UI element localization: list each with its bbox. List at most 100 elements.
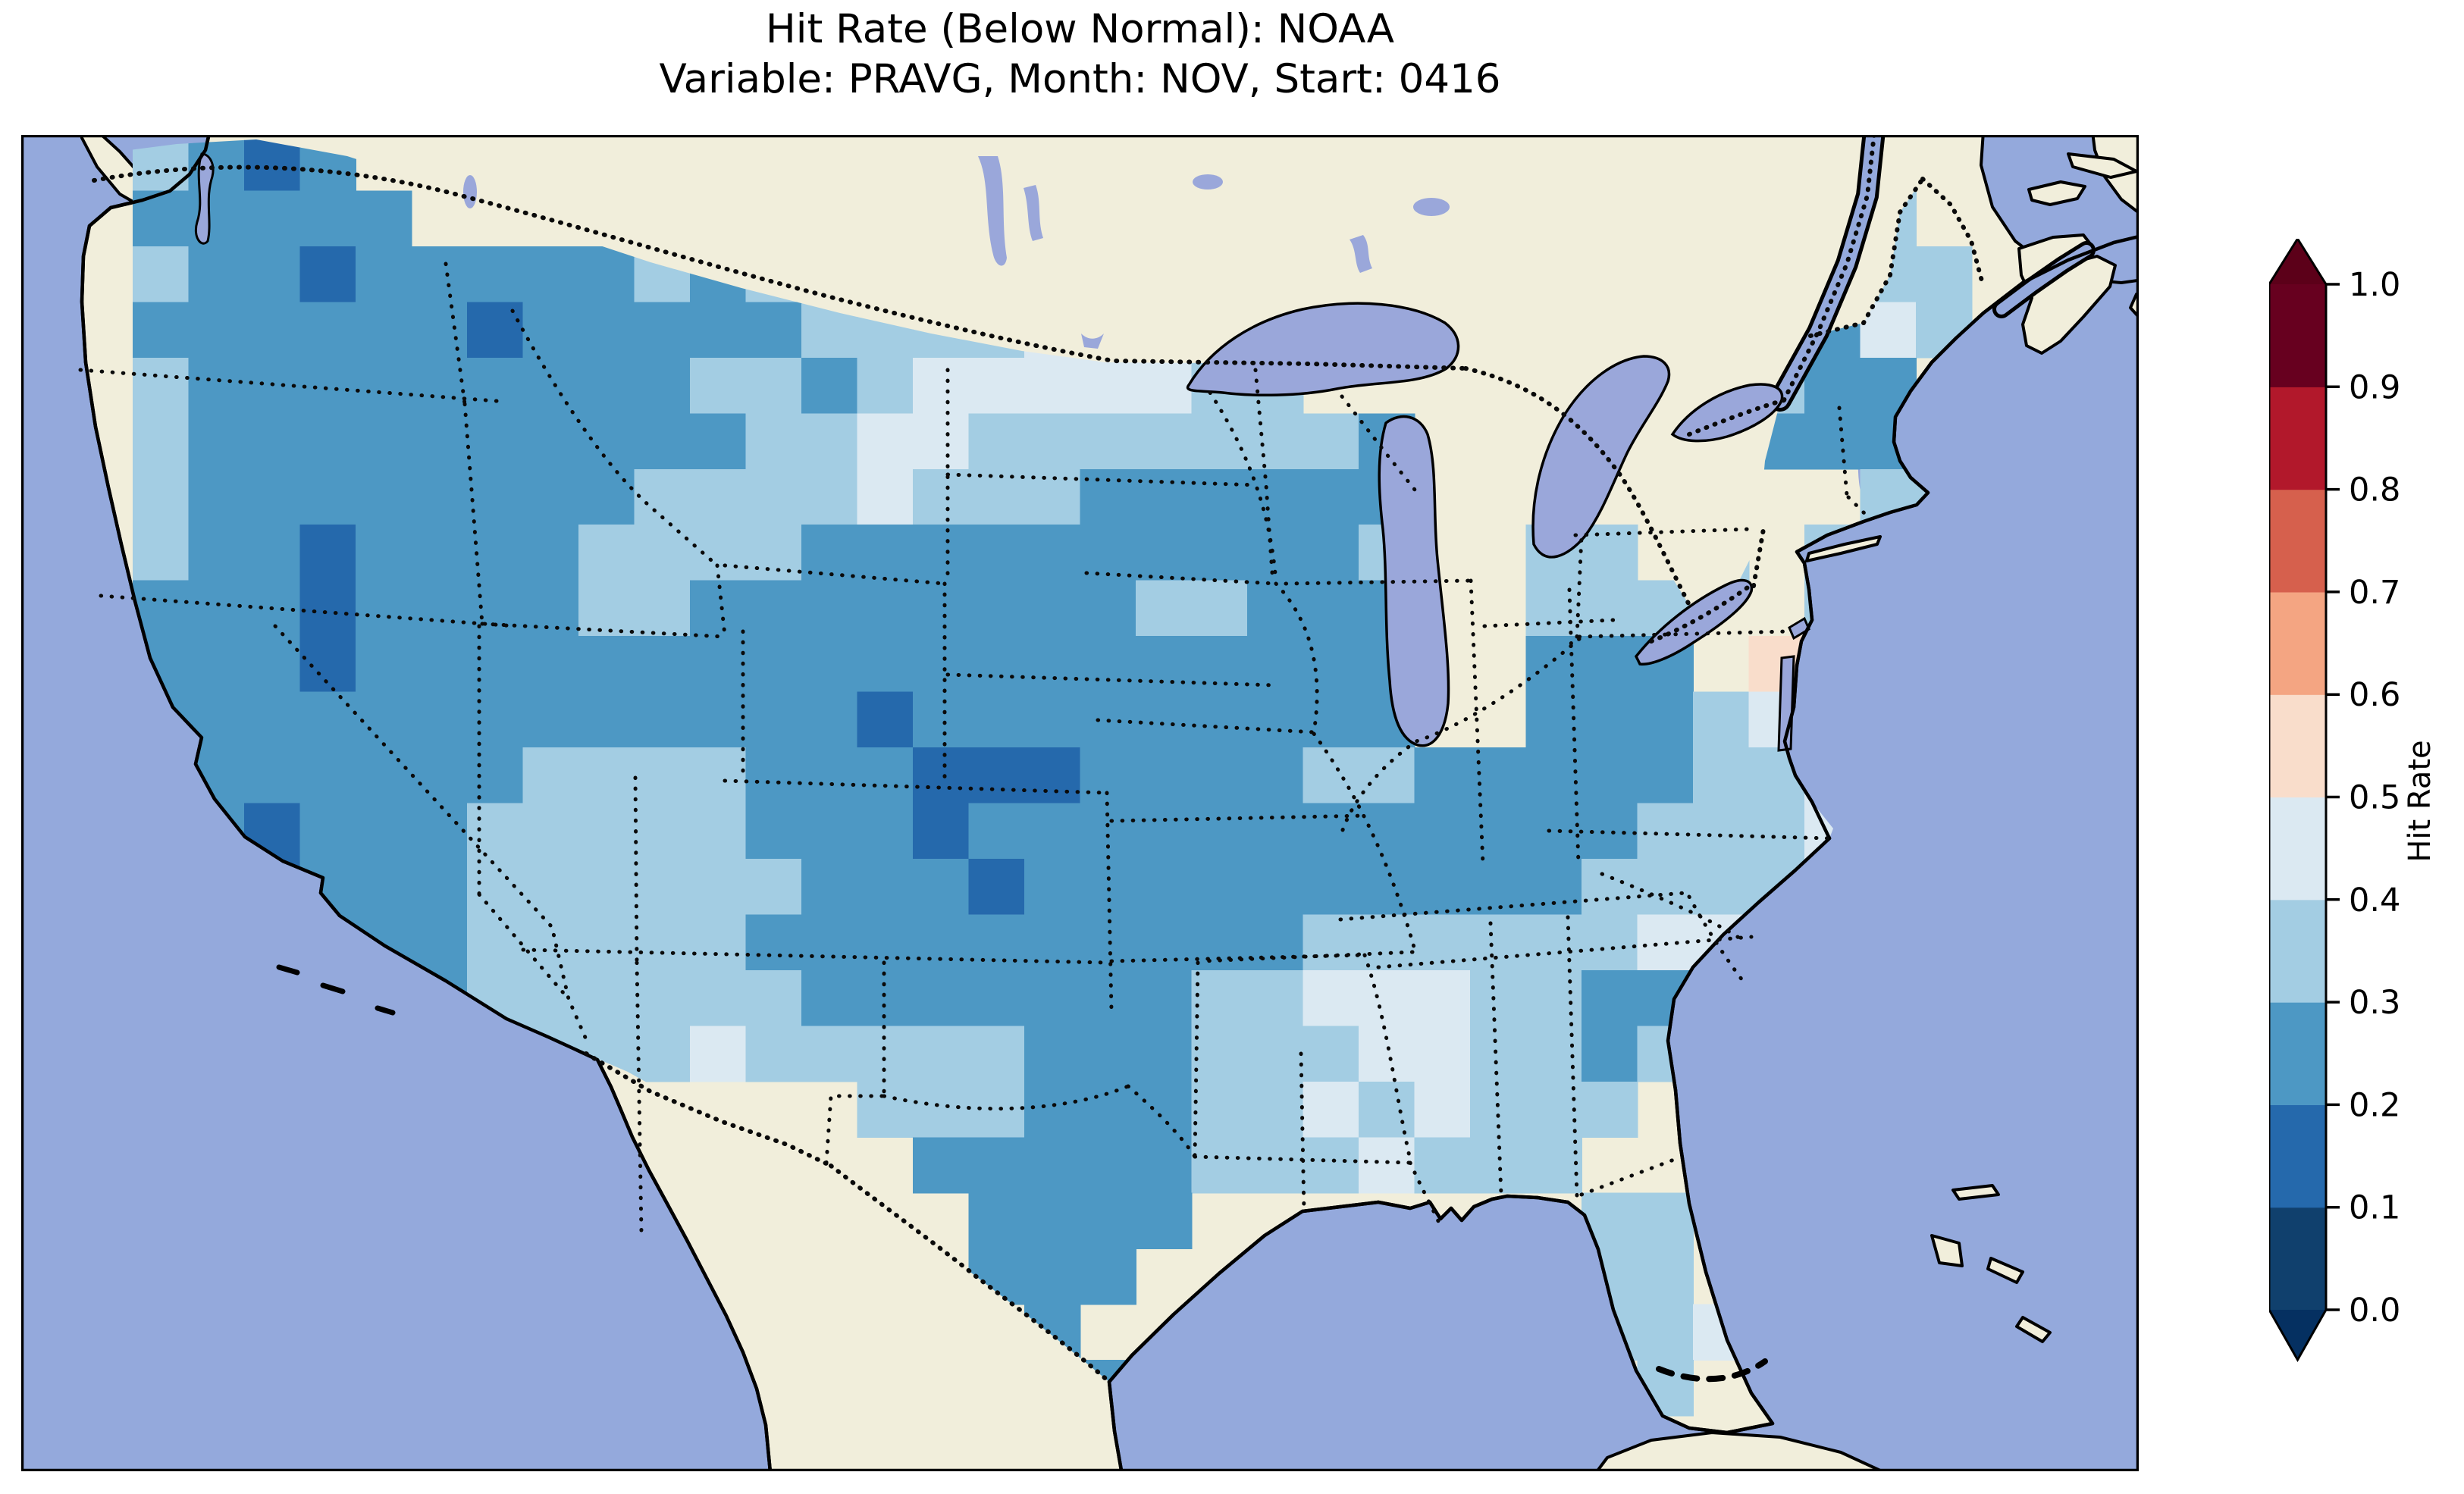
hit-rate-cell — [969, 636, 1025, 692]
hit-rate-cell — [1638, 1305, 1694, 1361]
hit-rate-cell — [467, 803, 523, 860]
hit-rate-cell — [913, 859, 969, 915]
colorbar-svg: 1.00.90.80.70.60.50.40.30.20.10.0 Hit Ra… — [2269, 239, 2459, 1376]
hit-rate-cell — [412, 914, 468, 970]
hit-rate-cell — [300, 803, 356, 860]
hit-rate-cell — [969, 692, 1025, 748]
hit-rate-cell — [913, 970, 969, 1026]
hit-rate-cell — [1080, 413, 1136, 469]
hit-rate-cell — [690, 692, 746, 748]
hit-rate-cell — [133, 413, 189, 469]
hit-rate-cell — [1136, 581, 1192, 637]
hit-rate-cell — [356, 246, 412, 302]
hit-rate-cell — [300, 692, 356, 748]
hit-rate-cell — [1303, 1026, 1359, 1082]
hit-rate-cell — [1526, 581, 1582, 637]
hit-rate-cell — [1303, 581, 1359, 637]
hit-rate-cell — [635, 413, 691, 469]
colorbar-segment-0.4-0.5 — [2269, 797, 2326, 900]
hit-rate-cell — [1916, 246, 1972, 302]
hit-rate-cell — [1582, 636, 1638, 692]
hit-rate-cell — [300, 636, 356, 692]
hit-rate-cell — [635, 1026, 691, 1082]
hit-rate-cell — [690, 803, 746, 860]
hit-rate-cell — [523, 302, 579, 358]
hit-rate-cell — [1359, 859, 1415, 915]
colorbar-tick-label: 1.0 — [2349, 266, 2400, 304]
hit-rate-cell — [1303, 469, 1359, 525]
hit-rate-cell — [635, 859, 691, 915]
hit-rate-cell — [244, 413, 300, 469]
hit-rate-cell — [1192, 469, 1248, 525]
hit-rate-cell — [1470, 914, 1526, 970]
hit-rate-cell — [1582, 859, 1638, 915]
hit-rate-cell — [412, 302, 468, 358]
colorbar-under-arrow — [2269, 1310, 2326, 1360]
hit-rate-cell — [801, 413, 857, 469]
hit-rate-cell — [578, 246, 635, 302]
hit-rate-cell — [1247, 914, 1303, 970]
hit-rate-cell — [467, 914, 523, 970]
hit-rate-cell — [523, 525, 579, 581]
hit-rate-cell — [969, 581, 1025, 637]
hit-rate-cell — [244, 246, 300, 302]
hit-rate-cell — [801, 803, 857, 860]
hit-rate-cell — [1470, 1082, 1526, 1138]
hit-rate-cell — [300, 469, 356, 525]
colorbar-tick-label: 0.8 — [2349, 471, 2400, 509]
hit-rate-cell — [1080, 358, 1136, 414]
hit-rate-cell — [1136, 803, 1192, 860]
hit-rate-cell — [578, 803, 635, 860]
hit-rate-cell — [189, 358, 245, 414]
hit-rate-cell — [801, 859, 857, 915]
hit-rate-cell — [690, 636, 746, 692]
hit-rate-cell — [1303, 914, 1359, 970]
hit-rate-cell — [578, 413, 635, 469]
colorbar-ticks: 1.00.90.80.70.60.50.40.30.20.10.0 — [2326, 266, 2400, 1330]
hit-rate-cell — [1247, 469, 1303, 525]
hit-rate-cell — [1303, 692, 1359, 748]
hit-rate-cell — [1136, 413, 1192, 469]
colorbar-tick-label: 0.1 — [2349, 1189, 2400, 1227]
hit-rate-cell — [913, 747, 969, 803]
colorbar-segment-0.7-0.8 — [2269, 490, 2326, 593]
hit-rate-cell — [1247, 413, 1303, 469]
hit-rate-cell — [1136, 859, 1192, 915]
hit-rate-cell — [578, 692, 635, 748]
hit-rate-cell — [133, 469, 189, 525]
hit-rate-cell — [1638, 747, 1694, 803]
hit-rate-cell — [857, 859, 914, 915]
hit-rate-cell — [523, 859, 579, 915]
hit-rate-cell — [1359, 970, 1415, 1026]
hit-rate-cell — [1247, 1026, 1303, 1082]
hit-rate-cell — [244, 636, 300, 692]
hit-rate-cell — [1303, 859, 1359, 915]
hit-rate-cell — [857, 803, 914, 860]
hit-rate-cell — [244, 302, 300, 358]
hit-rate-cell — [1136, 747, 1192, 803]
hit-rate-cell — [1024, 747, 1080, 803]
colorbar-segment-0.9-1.0 — [2269, 284, 2326, 387]
hit-rate-cell — [1024, 1248, 1080, 1305]
colorbar-segment-0.0-0.1 — [2269, 1207, 2326, 1311]
hit-rate-cell — [746, 914, 802, 970]
hit-rate-cell — [1526, 747, 1582, 803]
colorbar-segment-0.5-0.6 — [2269, 694, 2326, 797]
hit-rate-cell — [523, 246, 579, 302]
hit-rate-cell — [189, 581, 245, 637]
hit-rate-cell — [913, 1137, 969, 1193]
hit-rate-cell — [356, 581, 412, 637]
hit-rate-cell — [1359, 747, 1415, 803]
hit-rate-cell — [523, 413, 579, 469]
hit-rate-cell — [1192, 581, 1248, 637]
colorbar-segment-0.3-0.4 — [2269, 900, 2326, 1003]
hit-rate-cell — [1582, 1026, 1638, 1082]
hit-rate-cell — [1359, 1082, 1415, 1138]
hit-rate-cell — [690, 358, 746, 414]
hit-rate-cell — [1024, 914, 1080, 970]
hit-rate-cell — [857, 1026, 914, 1082]
hit-rate-cell — [467, 636, 523, 692]
hit-rate-cell — [1526, 914, 1582, 970]
hit-rate-cell — [690, 747, 746, 803]
hit-rate-cell — [801, 469, 857, 525]
